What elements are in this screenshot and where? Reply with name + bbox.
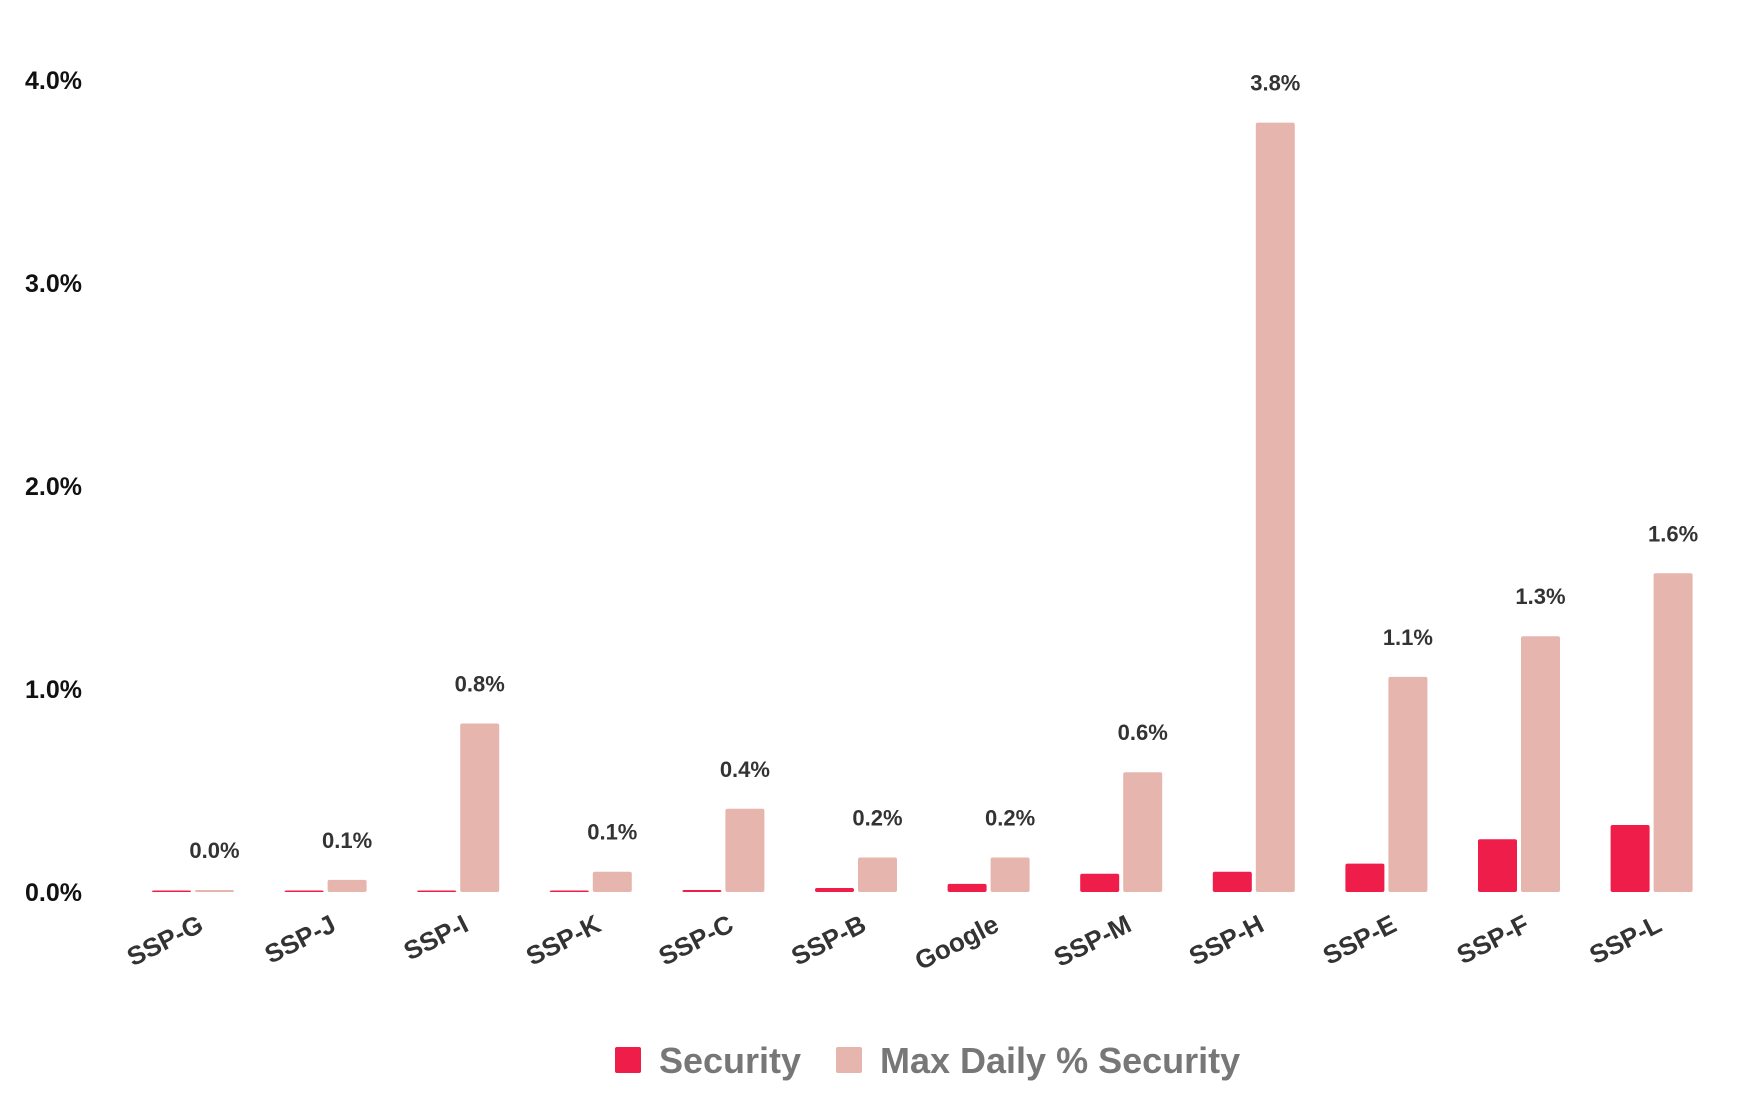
bar-max-daily-security [1123,772,1163,892]
data-label: 0.4% [720,757,770,782]
bar-security [1080,873,1120,892]
bar-security [1478,839,1517,892]
y-tick-label: 4.0% [25,67,82,95]
bar-max-daily-security [858,857,897,892]
data-label: 0.2% [852,805,902,830]
x-tick-label: SSP-F [1452,909,1534,970]
bar-max-daily-security [725,808,765,892]
y-tick-label: 2.0% [25,473,82,501]
bar-security [152,890,191,892]
data-label: 0.1% [322,828,372,853]
bar-security [417,890,457,892]
x-axis: SSP-G SSP-J SSP-I SSP-K SSP-C SSP-B Google SSP-… [122,909,1666,976]
x-tick-label: SSP-E [1318,909,1401,971]
data-label: 1.6% [1648,521,1698,546]
bar-security [1212,871,1252,892]
bar-security [1610,825,1650,892]
x-tick-label: Google [910,909,1003,976]
bar-max-daily-security [1255,122,1295,892]
y-tick-label: 1.0% [25,676,82,704]
x-tick-label: SSP-L [1584,909,1666,971]
x-tick-label: SSP-B [786,909,870,972]
x-tick-label: SSP-G [122,909,208,972]
data-label: 1.3% [1515,584,1565,609]
bar-max-daily-security [460,723,500,892]
legend-swatch-max-daily-security [836,1047,862,1073]
bar-max-daily-security [592,871,632,892]
bar-max-daily-security [1653,573,1693,892]
y-axis: 0.0% 1.0% 2.0% 3.0% 4.0% [25,67,82,907]
legend-label-security: Security [659,1040,801,1081]
bar-security [549,890,589,892]
data-label: 0.6% [1118,720,1168,745]
data-label: 3.8% [1250,71,1300,96]
data-label: 0.8% [455,672,505,697]
x-tick-label: SSP-H [1184,909,1268,972]
bars: 0.0% 0.1% 0.8% 0.1% 0.4% 0.2% 0.2% 0.6% 3.8% 1.1%… [152,71,1698,892]
bar-security [284,890,324,892]
x-tick-label: SSP-K [521,909,606,972]
x-tick-label: SSP-I [399,909,473,967]
x-tick-label: SSP-M [1049,909,1136,973]
bar-security [1345,863,1385,892]
bar-max-daily-security [327,879,367,892]
data-label: 0.2% [985,805,1035,830]
data-label: 0.0% [189,838,239,863]
legend-swatch-security [615,1047,641,1073]
bar-security [815,887,854,892]
bar-max-daily-security [195,889,234,892]
bar-max-daily-security [1388,676,1428,892]
x-tick-label: SSP-C [654,909,739,972]
bar-security [947,883,987,892]
legend: Security Max Daily % Security [615,1040,1240,1081]
data-label: 0.1% [587,820,637,845]
legend-label-max-daily-security: Max Daily % Security [880,1040,1240,1081]
y-tick-label: 0.0% [25,879,82,907]
bar-max-daily-security [1521,636,1560,892]
x-tick-label: SSP-J [260,909,341,970]
data-label: 1.1% [1383,625,1433,650]
bar-max-daily-security [990,857,1030,892]
y-tick-label: 3.0% [25,270,82,298]
bar-security [682,889,722,892]
